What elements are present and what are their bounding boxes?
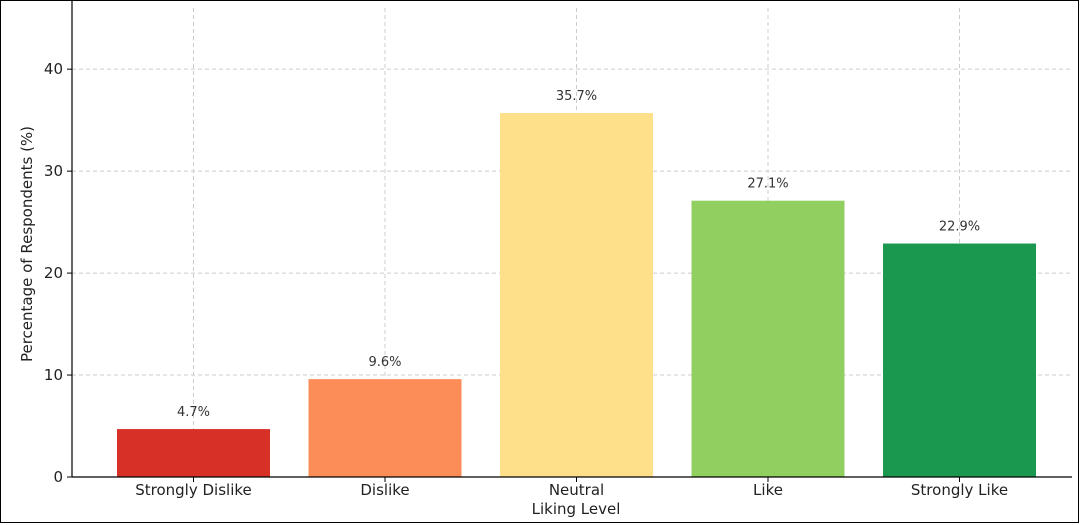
y-tick-label: 0	[53, 468, 63, 486]
bar	[691, 200, 845, 478]
y-tick-labels: 0 10 20 30 40	[44, 60, 72, 486]
bar	[883, 243, 1036, 477]
bar-value-label: 35.7%	[556, 89, 597, 104]
y-tick-label: 20	[44, 264, 63, 282]
bar	[308, 379, 462, 477]
value-labels: 4.7% 9.6% 35.7% 27.1% 22.9%	[177, 89, 980, 420]
x-tick-label: Strongly Like	[911, 481, 1008, 499]
bar	[117, 429, 270, 477]
bar-value-label: 9.6%	[368, 355, 401, 370]
bars	[117, 113, 1036, 478]
axes	[71, 0, 1072, 478]
x-tick-label: Like	[753, 481, 783, 499]
x-tick-label: Neutral	[549, 481, 604, 499]
bar-value-label: 4.7%	[177, 405, 210, 420]
y-tick-label: 40	[44, 60, 63, 78]
x-tick-label: Dislike	[360, 481, 409, 499]
bar-value-label: 27.1%	[747, 177, 788, 192]
y-tick-label: 10	[44, 366, 63, 384]
y-tick-label: 30	[44, 162, 63, 180]
x-tick-labels: Strongly Dislike Dislike Neutral Like Strong…	[135, 477, 1008, 499]
x-tick-label: Strongly Dislike	[135, 481, 252, 499]
x-axis-title: Liking Level	[532, 500, 621, 518]
bar	[500, 113, 653, 477]
y-axis-title: Percentage of Respondents (%)	[18, 126, 36, 362]
bar-value-label: 22.9%	[939, 220, 980, 235]
